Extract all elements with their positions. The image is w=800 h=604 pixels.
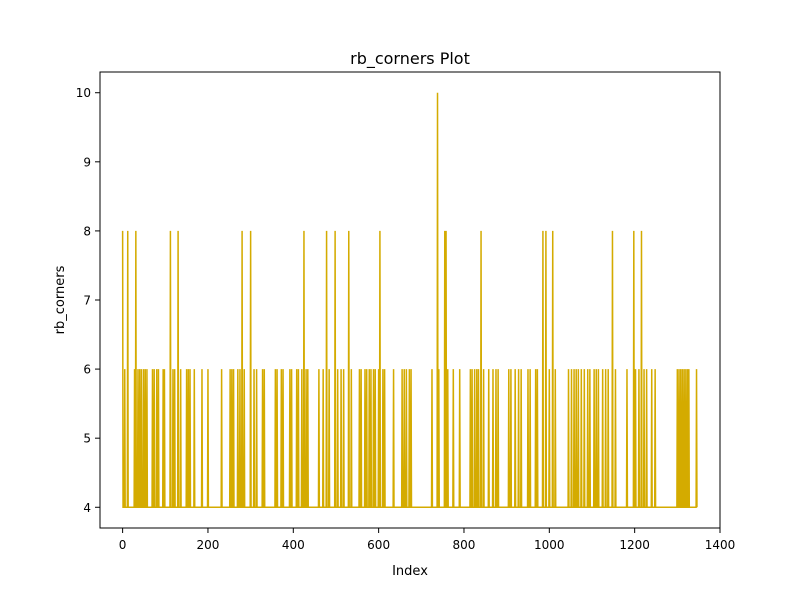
x-tick-label: 1200 <box>619 538 650 552</box>
y-tick-label: 4 <box>83 501 91 515</box>
x-tick-label: 0 <box>119 538 127 552</box>
y-tick-label: 8 <box>83 224 91 238</box>
x-tick-label: 200 <box>197 538 220 552</box>
x-tick-label: 800 <box>453 538 476 552</box>
x-tick-label: 600 <box>367 538 390 552</box>
y-tick-label: 5 <box>83 432 91 446</box>
x-axis-label: Index <box>392 564 428 579</box>
plot-area <box>121 92 698 509</box>
x-tick-label: 400 <box>282 538 305 552</box>
y-tick-label: 10 <box>76 86 91 100</box>
series-line-rb-corners <box>121 92 698 509</box>
y-tick-label: 6 <box>83 363 91 377</box>
chart-title: rb_corners Plot <box>350 49 470 69</box>
x-axis: 0 200 400 600 800 1000 1200 1400 <box>119 528 735 552</box>
x-tick-label: 1400 <box>705 538 736 552</box>
y-axis-label: rb_corners <box>53 265 68 334</box>
x-tick-label: 1000 <box>534 538 565 552</box>
y-axis: 4 5 6 7 8 9 10 <box>76 86 100 515</box>
y-tick-label: 7 <box>83 294 91 308</box>
y-tick-label: 9 <box>83 155 91 169</box>
